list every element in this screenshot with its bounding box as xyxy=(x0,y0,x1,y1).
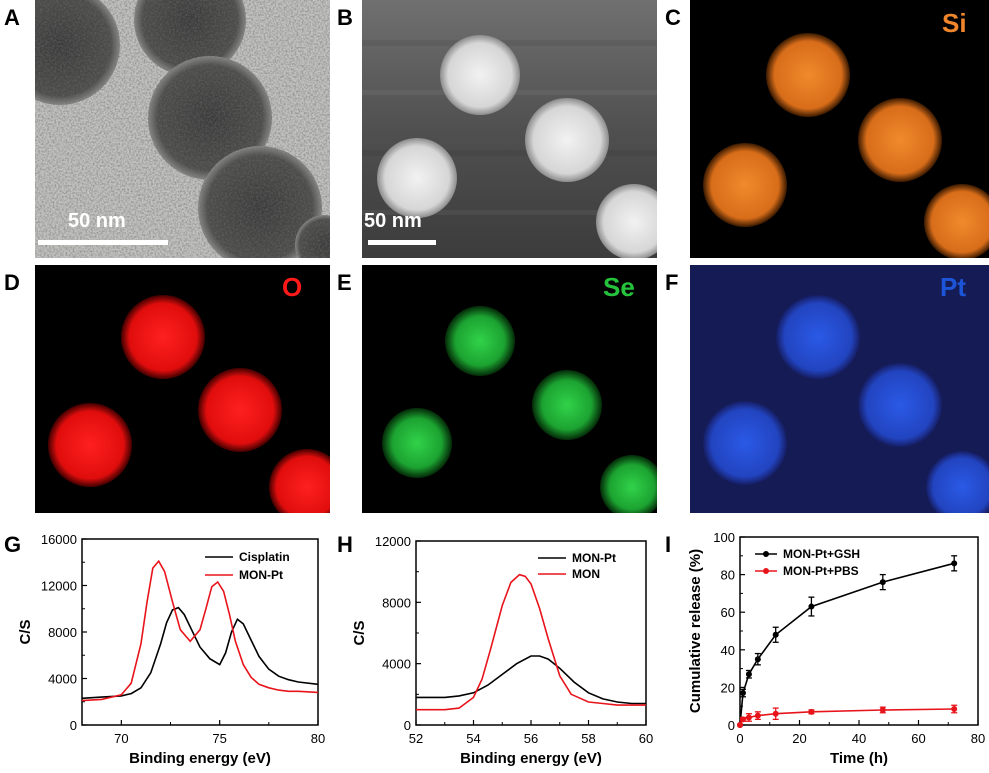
data-point xyxy=(754,656,761,663)
si-map-panel xyxy=(690,0,989,258)
data-point xyxy=(772,710,779,717)
x-tick-label: 52 xyxy=(409,731,423,746)
y-tick-label: 100 xyxy=(713,530,735,545)
y-tick-label: 16000 xyxy=(41,532,77,547)
x-tick-label: 75 xyxy=(212,731,226,746)
x-tick-label: 70 xyxy=(114,731,128,746)
y-tick-label: 4000 xyxy=(48,672,77,687)
data-point xyxy=(808,603,815,610)
chart-h-xps-se: 52 54 56 58 60 0 4000 8000 12000 Binding energy (… xyxy=(351,534,653,767)
legend-label: MON-Pt xyxy=(572,551,616,565)
haadf-micrograph xyxy=(362,0,657,258)
element-label-o: O xyxy=(282,272,303,302)
data-point xyxy=(745,714,752,721)
y-tick-label: 0 xyxy=(70,718,77,733)
panel-label-e: E xyxy=(337,270,352,295)
x-tick-label: 60 xyxy=(639,731,653,746)
legend-marker xyxy=(763,551,769,557)
haadf-image-panel xyxy=(362,0,657,258)
panel-label-f: F xyxy=(665,270,679,295)
se-map-panel xyxy=(362,265,657,513)
panel-label-i: I xyxy=(665,532,672,557)
scale-bar-label-a: 50 nm xyxy=(68,210,126,232)
y-tick-label: 4000 xyxy=(382,657,411,672)
pt-map-panel xyxy=(690,265,989,513)
tem-micrograph xyxy=(35,0,330,258)
data-point xyxy=(739,716,746,723)
scale-bar-a xyxy=(38,240,168,245)
y-tick-label: 80 xyxy=(721,568,735,583)
series-line xyxy=(416,573,646,711)
y-tick-label: 40 xyxy=(721,643,735,658)
data-point xyxy=(737,722,743,728)
scale-bar-b xyxy=(368,240,436,245)
x-tick-label: 60 xyxy=(911,731,925,746)
y-axis-label: C/S xyxy=(17,619,34,644)
panel-label-a: A xyxy=(4,5,20,30)
legend-marker xyxy=(763,568,769,574)
x-axis-label: Binding energy (eV) xyxy=(460,750,602,767)
panel-label-g: G xyxy=(4,532,22,557)
data-point xyxy=(745,671,752,678)
y-tick-label: 20 xyxy=(721,680,735,695)
panel-label-c: C xyxy=(665,5,681,30)
element-label-pt: Pt xyxy=(940,272,966,302)
legend-label: MON-Pt+PBS xyxy=(783,564,859,578)
x-tick-label: 80 xyxy=(311,731,325,746)
tem-image-panel xyxy=(35,0,330,258)
o-map xyxy=(48,295,330,513)
series-line xyxy=(739,562,955,726)
x-tick-label: 40 xyxy=(852,731,866,746)
si-map xyxy=(703,33,989,258)
element-label-si: Si xyxy=(942,8,967,38)
data-point xyxy=(879,706,886,713)
x-axis-label: Time (h) xyxy=(830,750,888,767)
y-axis-label: Cumulative release (%) xyxy=(687,549,704,713)
y-tick-label: 12000 xyxy=(41,579,77,594)
plot-frame xyxy=(81,538,319,726)
series-line xyxy=(81,559,319,702)
element-label-se: Se xyxy=(603,272,635,302)
x-tick-label: 56 xyxy=(524,731,538,746)
y-tick-label: 0 xyxy=(728,718,735,733)
y-tick-label: 8000 xyxy=(382,595,411,610)
x-tick-label: 58 xyxy=(581,731,595,746)
y-tick-label: 0 xyxy=(404,718,411,733)
panel-label-h: H xyxy=(337,532,353,557)
x-tick-label: 54 xyxy=(466,731,480,746)
y-tick-label: 12000 xyxy=(375,534,411,549)
y-tick-label: 8000 xyxy=(48,625,77,640)
legend-label: Cisplatin xyxy=(239,550,290,564)
x-axis-label: Binding energy (eV) xyxy=(129,750,271,767)
x-tick-label: 80 xyxy=(971,731,985,746)
x-tick-label: 0 xyxy=(736,731,743,746)
data-point xyxy=(879,579,886,586)
pt-map xyxy=(690,265,989,513)
legend-label: MON xyxy=(572,567,600,581)
series-line xyxy=(739,708,955,726)
chart-i-release: 0 20 40 60 80 0 20 40 60 80 100 Time (h) Cumulative … xyxy=(687,530,985,767)
y-axis-label: C/S xyxy=(351,620,368,645)
series-line xyxy=(416,655,646,705)
data-point xyxy=(951,706,958,713)
chart-g-xps-pt: 70 75 80 0 4000 8000 12000 16000 Binding energy … xyxy=(17,532,325,767)
data-point xyxy=(951,560,958,567)
panel-label-b: B xyxy=(337,5,353,30)
scale-bar-label-b: 50 nm xyxy=(364,210,422,232)
o-map-panel xyxy=(35,265,330,513)
panel-label-d: D xyxy=(4,270,20,295)
data-point xyxy=(808,708,815,715)
data-point xyxy=(772,631,779,638)
data-point xyxy=(739,690,746,697)
legend-label: MON-Pt xyxy=(239,568,283,582)
series-line xyxy=(81,606,319,700)
y-tick-label: 60 xyxy=(721,605,735,620)
se-map xyxy=(382,306,657,513)
data-point xyxy=(754,712,761,719)
legend-label: MON-Pt+GSH xyxy=(783,547,860,561)
x-tick-label: 20 xyxy=(792,731,806,746)
